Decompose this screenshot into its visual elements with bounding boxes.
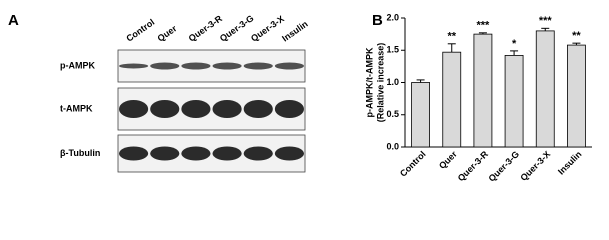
bar — [567, 44, 586, 148]
blot-band — [150, 146, 180, 161]
x-tick-label: Insulin — [556, 149, 584, 177]
blot-band — [274, 62, 304, 70]
blot-panel — [117, 87, 306, 131]
blot-band — [212, 100, 242, 118]
bar — [473, 33, 493, 148]
bar — [535, 30, 555, 148]
blot-band — [118, 146, 149, 161]
lane-label: Quer — [156, 23, 179, 44]
figure: A B Control Quer Quer-3-RQuer-3-GQuer-3-XI… — [8, 12, 592, 184]
blot-band — [274, 100, 304, 118]
blot-band — [243, 100, 273, 118]
blot-band — [243, 62, 273, 70]
blot-panel — [117, 49, 306, 83]
lane-label: Control — [124, 17, 156, 44]
significance: ** — [572, 30, 581, 42]
y-axis-label: (Relative increase) — [375, 43, 385, 123]
y-tick-label: 0.0 — [386, 141, 399, 151]
blot-band — [181, 100, 211, 118]
y-tick-label: 1.0 — [386, 77, 399, 87]
blot-band — [212, 62, 242, 70]
significance: ** — [447, 31, 456, 43]
blot-panel — [117, 134, 306, 173]
blot-band — [243, 146, 273, 161]
blot-band — [150, 62, 180, 70]
bar — [442, 51, 462, 148]
significance: *** — [476, 20, 490, 32]
lane-label: Quer-3-R — [187, 13, 225, 44]
bar — [504, 55, 524, 148]
x-tick-label: Quer — [437, 149, 459, 171]
panel-label: A — [8, 12, 19, 29]
significance: *** — [539, 15, 553, 27]
x-tick-label: Control — [398, 149, 428, 179]
significance: * — [512, 38, 517, 50]
y-tick-label: 1.5 — [386, 45, 399, 55]
row-label: β-Tubulin — [60, 148, 100, 158]
y-tick-label: 2.0 — [386, 12, 399, 22]
blot-band — [118, 63, 149, 69]
x-tick-label: Quer-3-R — [456, 149, 491, 184]
panel-label: B — [372, 12, 383, 29]
blot-band — [181, 146, 211, 161]
blot-band — [118, 100, 149, 118]
lane-label: Quer-3-G — [218, 13, 256, 44]
blot-band — [212, 146, 242, 161]
x-tick-label: Quer-3-X — [518, 149, 552, 183]
blot-band — [274, 146, 304, 161]
y-axis-label: p-AMPK/t-AMPK — [364, 47, 374, 117]
row-label: p-AMPK — [60, 60, 95, 70]
y-tick-label: 0.5 — [386, 109, 399, 119]
lane-label: Quer-3-X — [249, 14, 286, 44]
blot-band — [150, 100, 180, 118]
bar — [411, 82, 430, 148]
blot-band — [181, 62, 211, 70]
row-label: t-AMPK — [60, 103, 93, 113]
x-tick-label: Quer-3-G — [487, 149, 522, 184]
